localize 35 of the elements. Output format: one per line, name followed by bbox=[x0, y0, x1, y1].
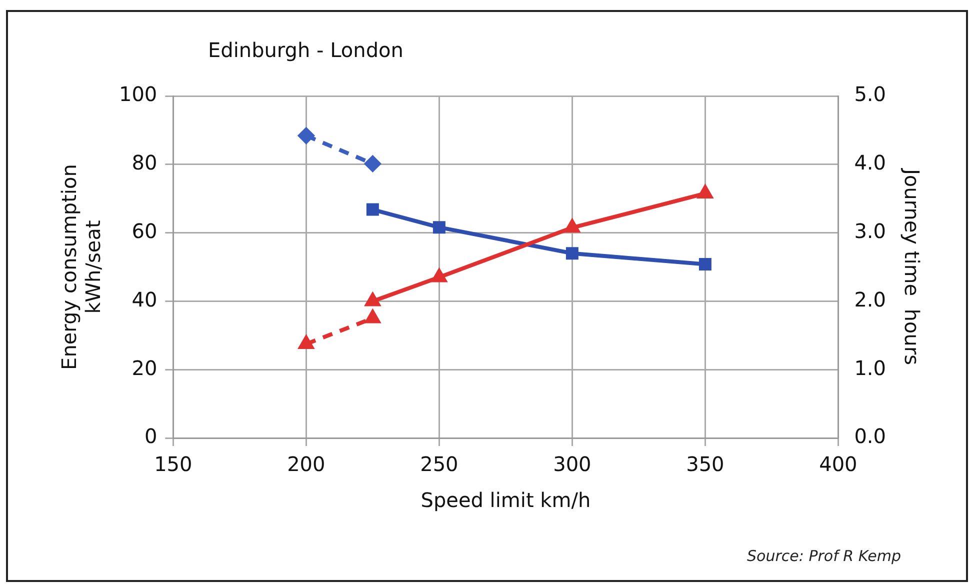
x-tick-label: 150 bbox=[154, 452, 192, 476]
point bbox=[698, 258, 712, 271]
point bbox=[365, 310, 380, 324]
y-tick-label: 20 bbox=[132, 356, 158, 380]
point bbox=[366, 203, 379, 216]
x-tick-label: 350 bbox=[686, 452, 724, 476]
y2-tick-label: 1.0 bbox=[854, 356, 886, 380]
point bbox=[432, 221, 446, 234]
y-tick-label: 60 bbox=[132, 219, 158, 244]
y2-tick-label: 3.0 bbox=[854, 219, 886, 244]
x-axis-title: Speed limit km/h bbox=[420, 488, 591, 512]
point bbox=[566, 247, 578, 260]
point bbox=[432, 269, 446, 282]
y2-tick-label: 5.0 bbox=[854, 82, 886, 106]
x-tick-label: 400 bbox=[819, 452, 858, 476]
y2-tick-label: 4.0 bbox=[854, 150, 886, 175]
x-tick-label: 250 bbox=[420, 452, 458, 476]
point bbox=[298, 336, 314, 349]
point bbox=[364, 156, 381, 172]
y-axis-title: Energy consumption kWh/seat bbox=[57, 164, 106, 370]
x-tick-label: 300 bbox=[553, 452, 592, 476]
y-tick-label: 100 bbox=[118, 82, 158, 106]
source-note: Source: Prof R Kemp bbox=[747, 547, 901, 565]
y-tick-label: 40 bbox=[132, 287, 158, 312]
x-tick-label: 200 bbox=[287, 452, 326, 476]
y2-tick-label: 2.0 bbox=[854, 287, 886, 312]
point bbox=[298, 128, 314, 144]
y2-tick-label: 0.0 bbox=[854, 424, 886, 448]
point bbox=[365, 293, 380, 306]
point bbox=[564, 220, 580, 233]
chart-title: Edinburgh - London bbox=[208, 38, 404, 62]
y-tick-label: 80 bbox=[132, 150, 158, 175]
y-tick-label: 0 bbox=[144, 424, 158, 448]
point bbox=[698, 185, 712, 198]
y2-axis-title: Journey time hours bbox=[900, 167, 924, 365]
